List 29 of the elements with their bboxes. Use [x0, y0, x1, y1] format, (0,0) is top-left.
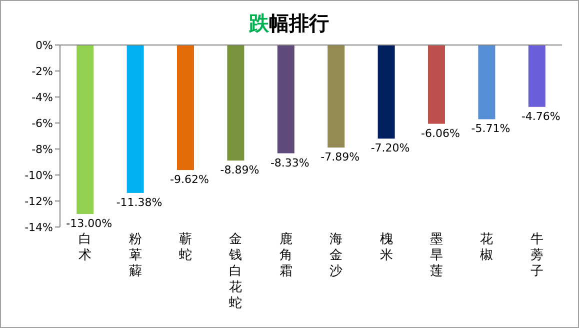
- y-tick-label: -12%: [24, 195, 53, 208]
- data-label: -5.71%: [471, 122, 510, 136]
- data-label: -13.00%: [66, 217, 112, 230]
- x-tick-label: 鹿角霜: [279, 232, 292, 279]
- y-tick-label: -8%: [32, 143, 53, 156]
- y-tick-label: -10%: [24, 169, 53, 182]
- x-tick-label: 粉萆薢: [128, 232, 142, 279]
- chart-title: 跌幅排行: [248, 11, 329, 35]
- y-tick-label: 0%: [36, 39, 53, 52]
- x-tick-label: 槐米: [380, 232, 393, 263]
- data-label: -11.38%: [116, 196, 162, 209]
- data-label: -6.06%: [421, 126, 460, 140]
- data-label: -8.33%: [270, 156, 310, 170]
- x-tick-label: 金钱白花蛇: [228, 232, 242, 311]
- x-tick-label: 花椒: [480, 232, 494, 263]
- x-tick-label: 牛蒡子: [530, 232, 544, 279]
- data-label: -4.76%: [521, 110, 560, 123]
- x-tick-label: 蕲蛇: [179, 232, 192, 263]
- y-tick-label: -4%: [32, 91, 53, 104]
- data-label: -9.62%: [170, 173, 209, 186]
- data-label: -8.89%: [220, 164, 260, 177]
- x-tick-label: 墨旱莲: [430, 232, 443, 279]
- x-tick-label: 白术: [78, 232, 92, 263]
- x-tick-label: 海金沙: [330, 232, 343, 279]
- data-label: -7.20%: [370, 142, 410, 155]
- y-tick-label: -6%: [32, 117, 53, 130]
- y-tick-label: -14%: [24, 221, 53, 234]
- data-label: -7.89%: [320, 150, 360, 164]
- y-tick-label: -2%: [32, 65, 53, 78]
